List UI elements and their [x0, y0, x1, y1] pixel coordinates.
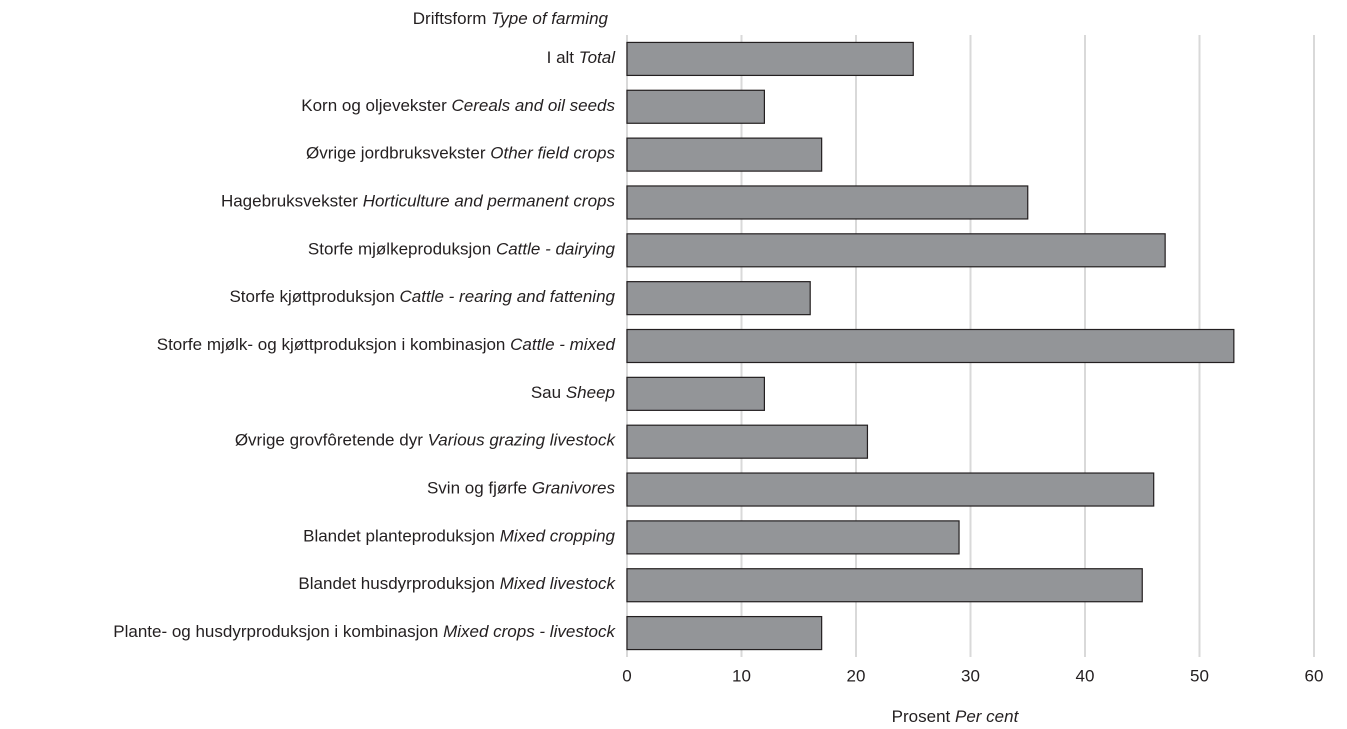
- xlabel-translation: Per cent: [955, 707, 1020, 726]
- bar: [626, 328, 1235, 364]
- y-tick-label: I alt Total: [547, 48, 617, 67]
- category-label: Blandet planteproduksjon: [303, 527, 495, 546]
- bar: [626, 568, 1143, 603]
- y-tick-label: Storfe mjølkeproduksjon Cattle - dairyin…: [308, 240, 616, 259]
- x-tick-label: 60: [1305, 666, 1324, 685]
- x-tick-label: 40: [1076, 666, 1095, 685]
- y-tick-label: Øvrige grovfôretende dyr Various grazing…: [235, 431, 617, 450]
- category-label: Hagebruksvekster: [221, 192, 358, 211]
- category-label: Korn og oljevekster: [301, 96, 447, 115]
- x-tick-label: 30: [961, 666, 980, 685]
- category-label: Svin og fjørfe: [427, 479, 527, 498]
- x-tick-label: 50: [1190, 666, 1209, 685]
- y-tick-label: Øvrige jordbruksvekster Other field crop…: [306, 144, 615, 163]
- category-label: Øvrige jordbruksvekster: [306, 144, 486, 163]
- category-label: Blandet husdyrproduksjon: [298, 575, 495, 594]
- bar: [626, 233, 1166, 268]
- category-translation: Mixed cropping: [500, 527, 616, 546]
- y-tick-label: Storfe kjøttproduksjon Cattle - rearing …: [229, 288, 615, 307]
- category-label: Øvrige grovfôretende dyr: [235, 431, 423, 450]
- category-translation: Sheep: [566, 383, 615, 402]
- category-label: Storfe kjøttproduksjon: [229, 288, 394, 307]
- bar: [626, 281, 811, 316]
- bar: [626, 424, 869, 459]
- bar: [626, 376, 765, 411]
- y-tick-label: Blandet husdyrproduksjon Mixed livestock: [298, 575, 616, 594]
- bar: [626, 520, 960, 555]
- category-translation: Mixed livestock: [500, 575, 617, 594]
- category-translation: Cattle - mixed: [510, 335, 615, 354]
- category-label: Storfe mjølkeproduksjon: [308, 240, 491, 259]
- bar: [626, 89, 765, 124]
- bar: [626, 615, 823, 651]
- x-tick-label: 10: [732, 666, 751, 685]
- y-tick-label: Sau Sheep: [531, 383, 615, 402]
- chart-title: Driftsform Type of farming: [413, 9, 609, 28]
- x-axis-label: Prosent Per cent: [892, 707, 1020, 726]
- bar: [626, 41, 914, 77]
- y-tick-label: Blandet planteproduksjon Mixed cropping: [303, 527, 615, 546]
- bar: [626, 137, 823, 172]
- category-translation: Various grazing livestock: [428, 431, 617, 450]
- y-tick-label: Hagebruksvekster Horticulture and perman…: [221, 192, 616, 211]
- xlabel-label: Prosent: [892, 707, 951, 726]
- category-translation: Cattle - dairying: [496, 240, 616, 259]
- category-translation: Granivores: [532, 479, 616, 498]
- title-translation: Type of farming: [491, 9, 608, 28]
- category-translation: Cattle - rearing and fattening: [400, 288, 616, 307]
- category-translation: Total: [579, 48, 616, 67]
- category-label: I alt: [547, 48, 575, 67]
- bar: [626, 472, 1155, 507]
- category-translation: Other field crops: [490, 144, 615, 163]
- category-label: Sau: [531, 383, 561, 402]
- y-tick-label: Svin og fjørfe Granivores: [427, 479, 616, 498]
- category-translation: Horticulture and permanent crops: [363, 192, 616, 211]
- category-translation: Mixed crops - livestock: [443, 623, 616, 642]
- y-tick-label: Plante- og husdyrproduksjon i kombinasjo…: [113, 623, 616, 642]
- y-tick-label: Korn og oljevekster Cereals and oil seed…: [301, 96, 615, 115]
- category-translation: Cereals and oil seeds: [452, 96, 616, 115]
- bar: [626, 185, 1029, 220]
- x-tick-label: 20: [847, 666, 866, 685]
- category-label: Storfe mjølk- og kjøttproduksjon i kombi…: [157, 335, 506, 354]
- category-label: Plante- og husdyrproduksjon i kombinasjo…: [113, 623, 438, 642]
- x-tick-label: 0: [622, 666, 631, 685]
- title-label: Driftsform: [413, 9, 487, 28]
- y-tick-label: Storfe mjølk- og kjøttproduksjon i kombi…: [157, 335, 616, 354]
